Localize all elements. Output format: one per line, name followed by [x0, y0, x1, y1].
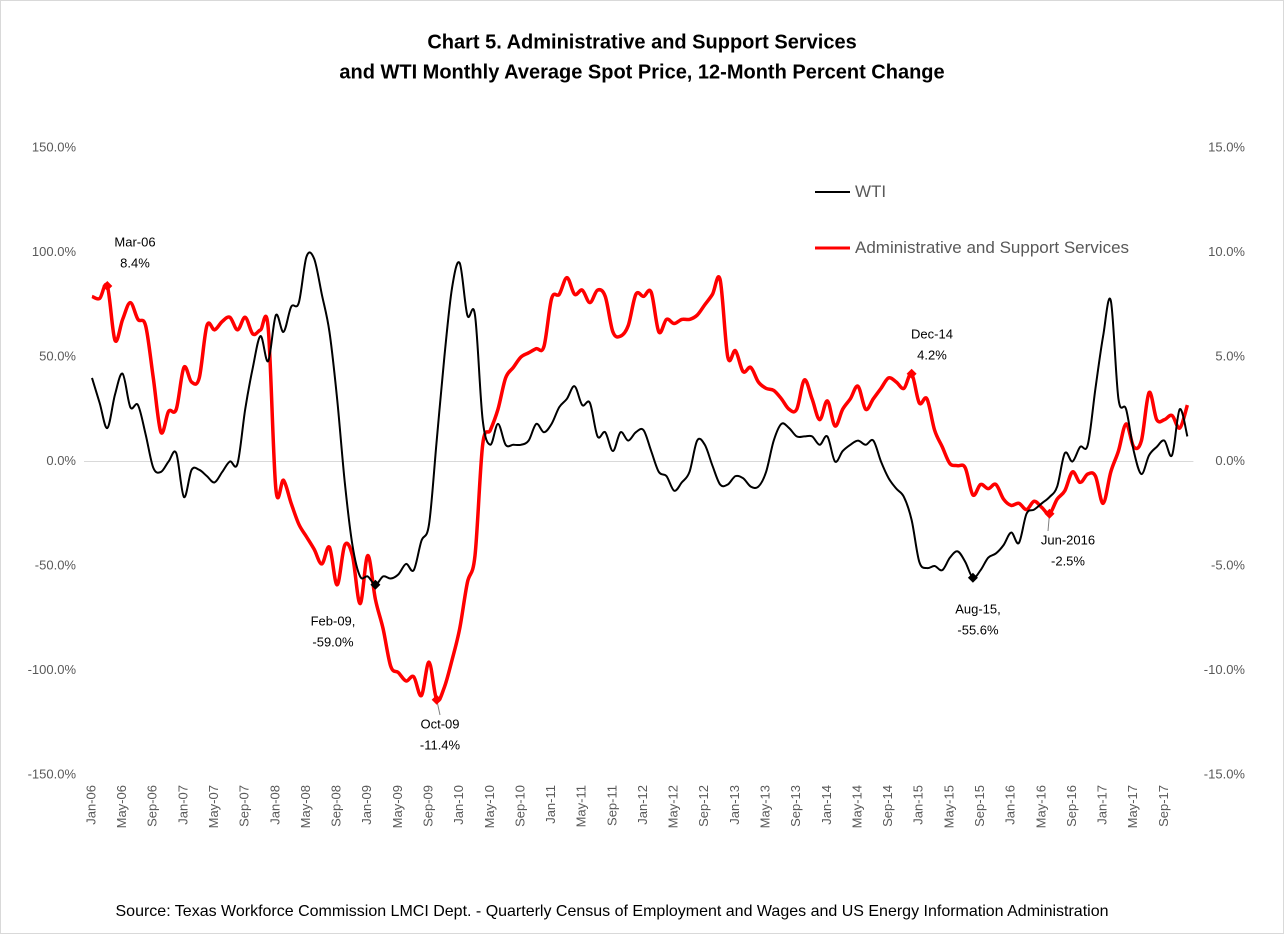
point-marker [906, 368, 917, 379]
x-tick-label: Sep-08 [329, 785, 344, 827]
y-tick-label: 150.0% [32, 139, 77, 154]
x-tick-label: May-10 [482, 785, 497, 828]
annotation: Dec-14 [911, 326, 953, 341]
annotation: Mar-06 [114, 234, 155, 249]
legend-entry: WTI [855, 182, 887, 201]
y-tick-label: -50.0% [35, 557, 77, 572]
y-tick-label: 0.0% [46, 453, 76, 468]
x-tick-label: May-07 [206, 785, 221, 828]
annotation: 8.4% [120, 255, 150, 270]
y2-tick-label: 0.0% [1215, 453, 1245, 468]
x-tick-label: Sep-07 [237, 785, 252, 827]
x-tick-label: Jan-12 [635, 785, 650, 825]
x-tick-label: Jan-16 [1003, 785, 1018, 825]
x-tick-label: Jan-17 [1095, 785, 1110, 825]
x-tick-label: May-11 [574, 785, 589, 827]
x-tick-label: Sep-12 [696, 785, 711, 827]
x-tick-label: May-15 [941, 785, 956, 828]
source-note: Source: Texas Workforce Commission LMCI … [116, 903, 1109, 920]
x-tick-label: Jan-15 [911, 785, 926, 825]
x-tick-label: Sep-13 [788, 785, 803, 827]
x-tick-label: Sep-09 [420, 785, 435, 827]
x-tick-label: May-13 [758, 785, 773, 828]
x-tick-label: May-08 [298, 785, 313, 828]
x-tick-label: May-12 [666, 785, 681, 828]
y2-tick-label: -5.0% [1211, 557, 1245, 572]
x-tick-label: Jan-11 [543, 785, 558, 824]
x-tick-label: Sep-15 [972, 785, 987, 827]
point-marker [431, 694, 442, 705]
point-marker [967, 572, 978, 583]
series-line [91, 251, 1189, 586]
annotation: -55.6% [957, 622, 999, 637]
x-tick-label: May-17 [1125, 785, 1140, 828]
y2-tick-label: -15.0% [1204, 766, 1246, 781]
chart-title: and WTI Monthly Average Spot Price, 12-M… [339, 61, 944, 83]
x-tick-label: Jan-09 [359, 785, 374, 825]
point-marker [1044, 508, 1055, 519]
legend-entry: Administrative and Support Services [855, 238, 1130, 257]
x-tick-label: Sep-16 [1064, 785, 1079, 827]
x-tick-label: Sep-06 [145, 785, 160, 827]
x-tick-label: Sep-11 [604, 785, 619, 826]
y-tick-label: 50.0% [39, 348, 76, 363]
y-tick-label: -100.0% [28, 662, 77, 677]
annotation: -2.5% [1051, 553, 1085, 568]
annotation: Aug-15, [955, 601, 1001, 616]
annotation: Oct-09 [420, 716, 459, 731]
point-marker [102, 280, 113, 291]
annotation: 4.2% [917, 347, 947, 362]
x-tick-label: Jan-13 [727, 785, 742, 825]
point-marker [370, 579, 381, 590]
y2-tick-label: 10.0% [1208, 244, 1245, 259]
x-tick-label: Jan-10 [451, 785, 466, 825]
annotation: -59.0% [312, 634, 354, 649]
x-tick-label: Jan-08 [267, 785, 282, 825]
y2-tick-label: 15.0% [1208, 139, 1245, 154]
y-tick-label: 100.0% [32, 244, 77, 259]
y2-tick-label: -10.0% [1204, 662, 1246, 677]
x-tick-label: May-09 [390, 785, 405, 828]
x-tick-label: Sep-14 [880, 785, 895, 827]
x-tick-label: Jan-06 [83, 785, 98, 825]
x-tick-label: Sep-17 [1156, 785, 1171, 827]
x-tick-label: Sep-10 [512, 785, 527, 827]
x-tick-label: May-14 [849, 785, 864, 828]
annotation: Feb-09, [311, 613, 356, 628]
y2-tick-label: 5.0% [1215, 348, 1245, 363]
series-line [91, 275, 1190, 703]
x-tick-label: May-16 [1033, 785, 1048, 828]
x-tick-label: Jan-07 [175, 785, 190, 825]
y-tick-label: -150.0% [28, 766, 77, 781]
x-tick-label: May-06 [114, 785, 129, 828]
chart-title: Chart 5. Administrative and Support Serv… [427, 31, 856, 53]
x-tick-label: Jan-14 [819, 785, 834, 825]
annotation: Jun-2016 [1041, 532, 1095, 547]
annotation: -11.4% [420, 737, 461, 752]
